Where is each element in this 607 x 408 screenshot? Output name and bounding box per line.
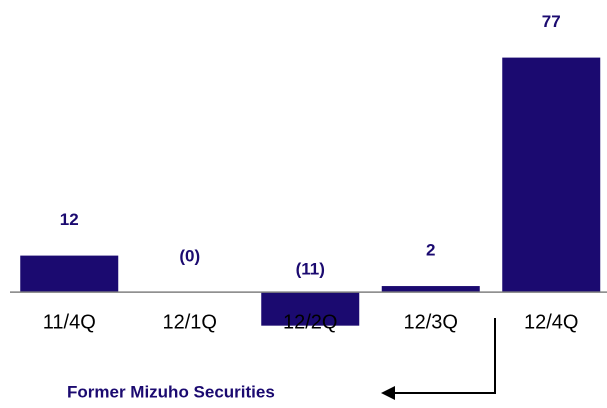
x-tick-label: 12/2Q	[283, 311, 337, 333]
annotation-arrow	[392, 318, 496, 394]
x-tick-label: 11/4Q	[43, 311, 96, 333]
bar	[381, 286, 480, 293]
x-tick-label: 12/4Q	[524, 311, 578, 333]
x-tick-label: 12/3Q	[404, 311, 458, 333]
bar	[20, 255, 119, 293]
value-label: 2	[426, 241, 435, 260]
bar	[261, 292, 360, 326]
annotation: Former Mizuho Securities	[67, 382, 275, 401]
x-tick-label: 12/1Q	[163, 311, 217, 333]
value-label: 12	[60, 210, 79, 229]
arrow-head	[381, 386, 395, 400]
value-label: (11)	[296, 260, 325, 279]
bar	[502, 57, 601, 293]
value-label: (0)	[179, 247, 200, 266]
value-label: 77	[542, 12, 561, 31]
